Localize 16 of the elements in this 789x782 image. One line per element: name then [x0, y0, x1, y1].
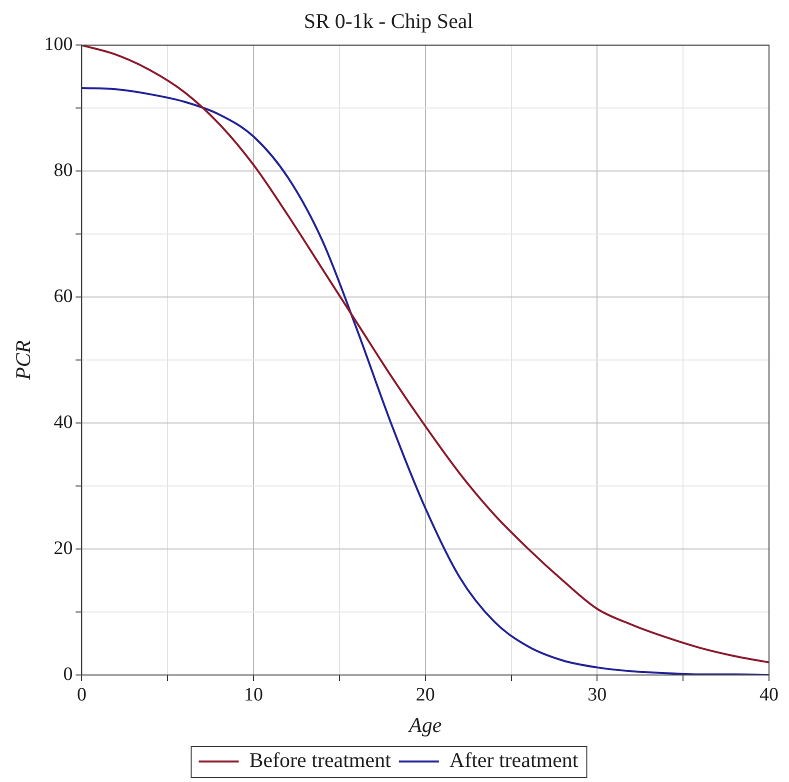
y-tick-label: 80 — [54, 160, 73, 182]
x-tick-label: 40 — [760, 684, 778, 706]
y-tick-label: 20 — [54, 538, 73, 560]
y-tick-label: 100 — [44, 34, 73, 56]
x-axis-title: Age — [407, 712, 442, 737]
legend-label: After treatment — [449, 748, 578, 772]
y-tick-label: 60 — [54, 286, 73, 308]
x-tick-label: 20 — [416, 684, 435, 706]
x-tick-label: 0 — [76, 684, 86, 706]
legend-label: Before treatment — [249, 748, 392, 772]
y-tick-label: 40 — [54, 412, 73, 434]
chart-title: SR 0-1k - Chip Seal — [304, 9, 474, 34]
y-tick-label: 0 — [63, 664, 73, 685]
x-tick-label: 10 — [244, 684, 264, 706]
x-tick-label: 30 — [588, 684, 607, 706]
y-axis-title: PCR — [11, 340, 36, 381]
